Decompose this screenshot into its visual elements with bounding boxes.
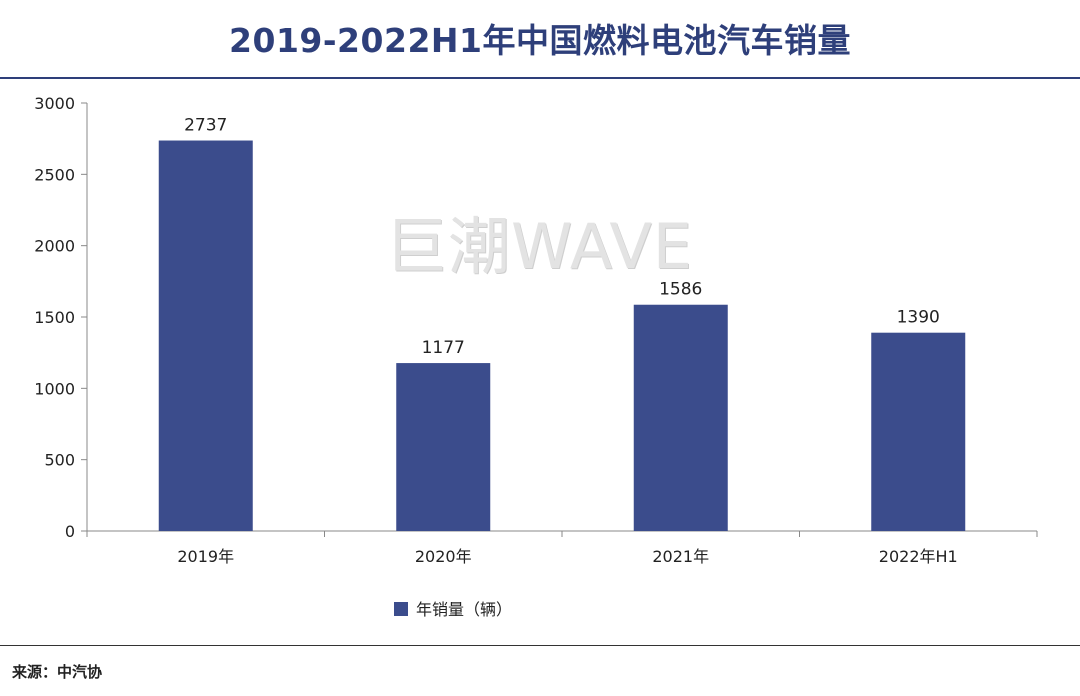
bar-value-label: 1177 bbox=[422, 338, 465, 358]
x-tick-label: 2022年H1 bbox=[879, 547, 958, 566]
y-tick-label: 3000 bbox=[34, 94, 75, 113]
x-axis: 2019年 2020年 2021年 2022年H1 bbox=[86, 530, 1038, 566]
bar-chart: 0 500 1000 1500 2000 2500 3000 2019年 2020年 2021年… bbox=[34, 94, 1038, 619]
legend-swatch bbox=[394, 602, 408, 616]
y-tick-label: 1500 bbox=[34, 308, 75, 327]
y-tick-label: 1000 bbox=[34, 379, 75, 398]
legend-label: 年销量（辆） bbox=[416, 600, 512, 619]
x-tick-label: 2021年 bbox=[652, 547, 709, 566]
bar bbox=[158, 140, 253, 531]
legend: 年销量（辆） bbox=[394, 600, 512, 619]
watermark-logo: 巨潮WAVE bbox=[385, 210, 693, 283]
y-tick-label: 0 bbox=[65, 522, 75, 541]
x-tick-label: 2019年 bbox=[177, 547, 234, 566]
y-tick-label: 2000 bbox=[34, 237, 75, 256]
footer-divider bbox=[0, 645, 1080, 646]
y-tick-label: 2500 bbox=[34, 165, 75, 184]
bar bbox=[633, 304, 728, 531]
bar bbox=[396, 363, 491, 531]
x-tick-label: 2020年 bbox=[415, 547, 472, 566]
bar-value-label: 1586 bbox=[659, 280, 702, 300]
bar-value-label: 2737 bbox=[184, 116, 227, 136]
bar bbox=[871, 332, 966, 531]
title-divider bbox=[0, 77, 1080, 79]
chart-title: 2019-2022H1年中国燃料电池汽车销量 bbox=[229, 21, 851, 60]
y-axis: 0 500 1000 1500 2000 2500 3000 bbox=[34, 94, 88, 541]
y-tick-label: 500 bbox=[44, 451, 75, 470]
bar-value-label: 1390 bbox=[897, 308, 940, 328]
source-note: 来源：中汽协 bbox=[12, 663, 103, 681]
bar-series: 2737 1177 1586 1390 bbox=[158, 116, 966, 531]
